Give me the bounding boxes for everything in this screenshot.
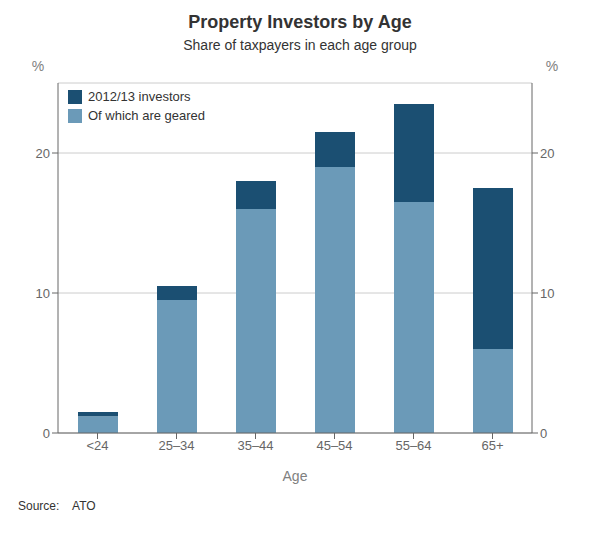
svg-text:20: 20 (540, 146, 554, 161)
svg-text:0: 0 (540, 426, 547, 441)
svg-text:0: 0 (43, 426, 50, 441)
html-text:Property Investors by Age: Property Investors by Age (188, 12, 412, 32)
svg-text:10: 10 (36, 286, 50, 301)
svg-text:35–44: 35–44 (237, 438, 273, 453)
svg-text:Age: Age (283, 468, 308, 484)
html-text:Source: ATO: Source: ATO (18, 499, 96, 513)
html-text:Of which are geared: Of which are geared (88, 108, 206, 123)
svg-text:10: 10 (540, 286, 554, 301)
svg-text:45–54: 45–54 (316, 438, 352, 453)
html-text:Share of taxpayers in each age: Share of taxpayers in each age group (183, 37, 417, 53)
svg-text:65+: 65+ (481, 438, 503, 453)
svg-text:%: % (546, 58, 558, 74)
svg-text:25–34: 25–34 (158, 438, 194, 453)
svg-text:%: % (32, 58, 44, 74)
svg-text:20: 20 (36, 146, 50, 161)
html-text:2012/13 investors: 2012/13 investors (88, 89, 191, 104)
svg-text:<24: <24 (86, 438, 108, 453)
svg-text:55–64: 55–64 (395, 438, 431, 453)
